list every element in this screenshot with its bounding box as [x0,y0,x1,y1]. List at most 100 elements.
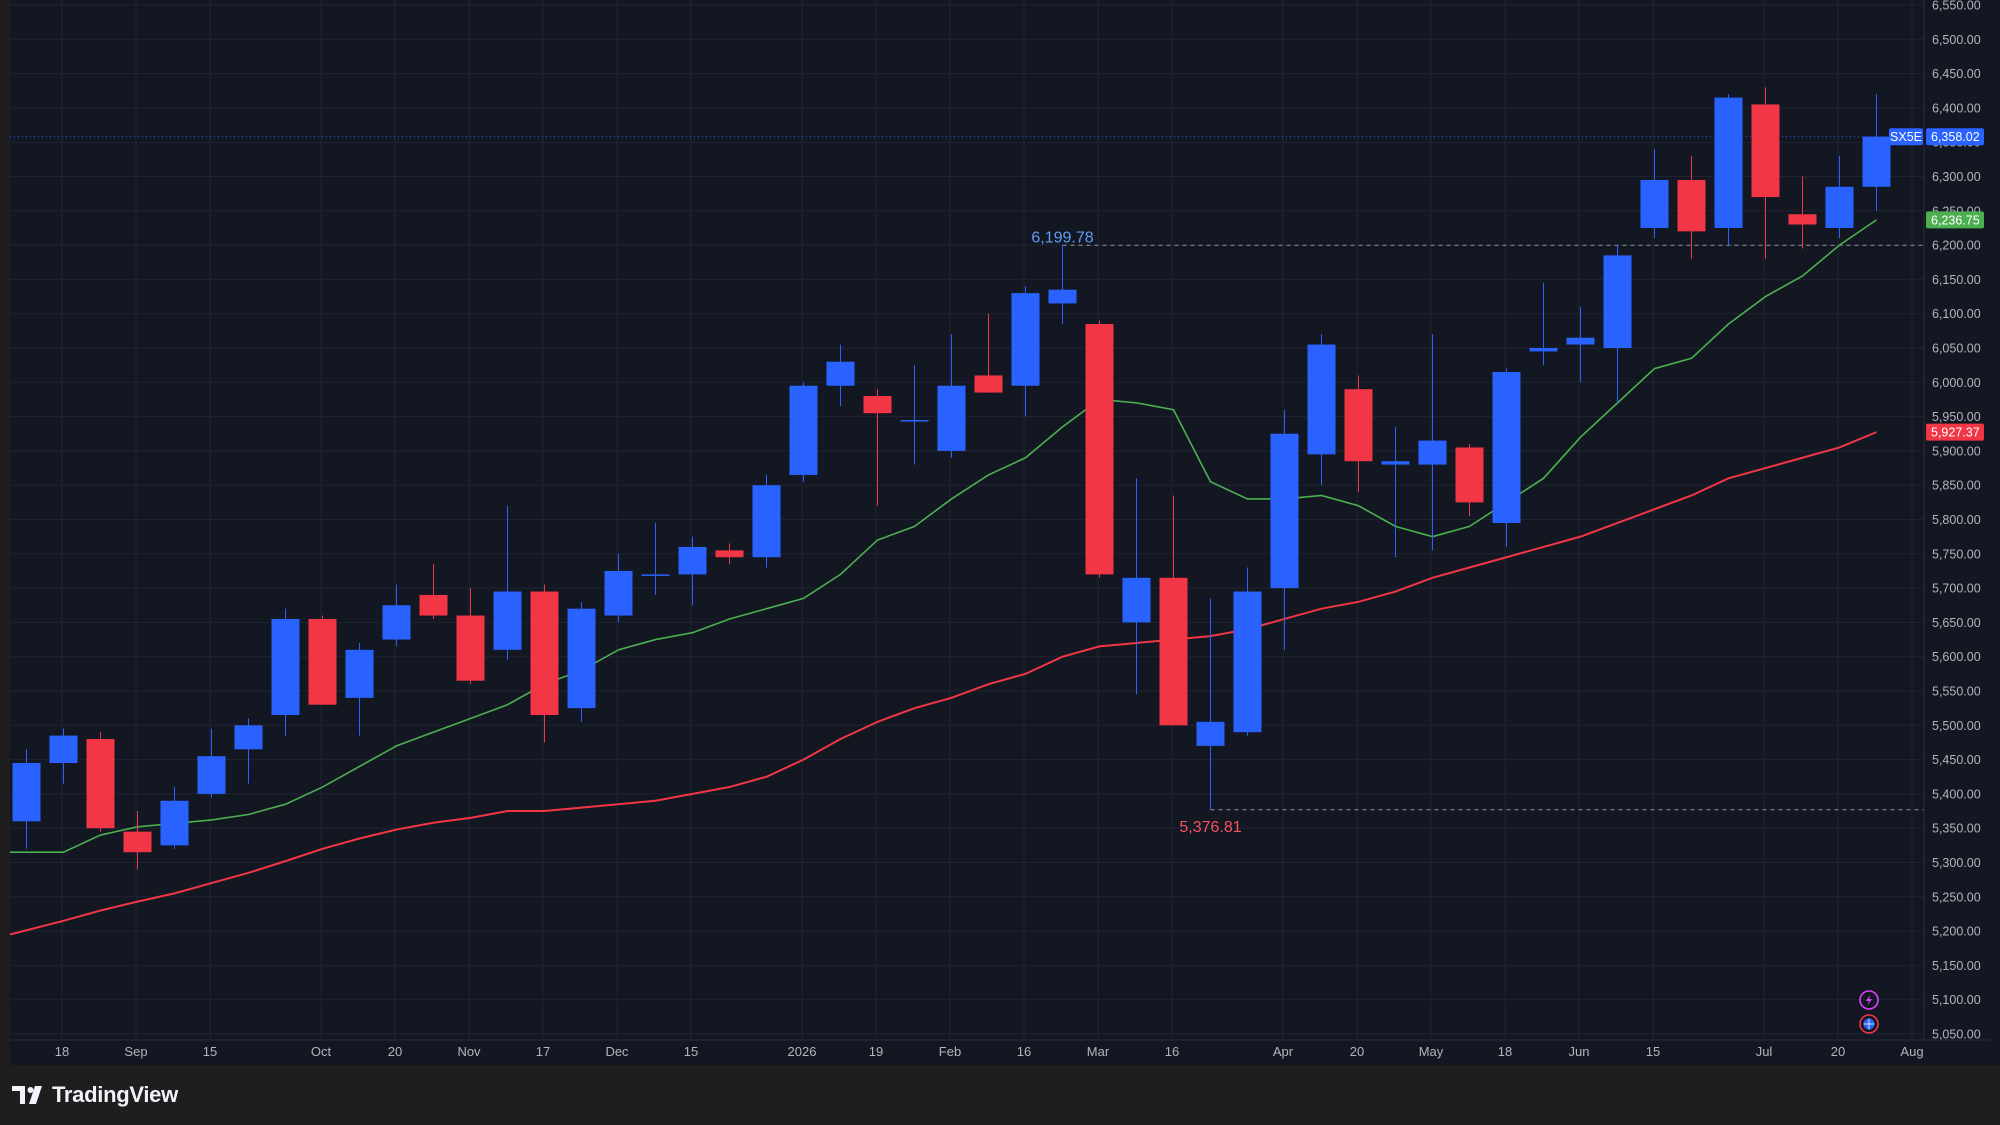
candle-body [1492,372,1521,523]
tradingview-logo[interactable]: TradingView [12,1082,178,1108]
candle-body [1085,323,1114,575]
price-tag-box [1926,128,1984,146]
candle [123,811,152,870]
candle-body [1714,97,1743,228]
price-tick-label: 5,550.00 [1932,685,1981,699]
time-tick-label: Apr [1273,1044,1294,1059]
candle [308,615,337,705]
candle-body [974,375,1003,393]
candle-body [382,605,411,640]
globe-icon[interactable] [1859,1014,1879,1034]
candle [530,584,559,743]
candle [1714,94,1743,246]
candle [271,608,300,736]
candle [1233,567,1262,736]
high-low-labels: 6,199.78 5,376.81 [1031,229,1241,836]
lightning-icon[interactable] [1859,990,1879,1010]
candle-body [604,570,633,616]
footer-bar [0,1065,2000,1125]
candle [86,732,115,832]
candle-body [1344,389,1373,462]
candle [641,522,670,595]
candle-body [1122,577,1151,623]
time-tick-label: 16 [1017,1044,1031,1059]
price-tick-label: 5,050.00 [1932,1028,1981,1042]
time-tick-label: Jun [1569,1044,1590,1059]
time-tick-label: Mar [1087,1044,1110,1059]
candle-body [234,725,263,750]
time-tick-label: 17 [536,1044,550,1059]
price-tick-label: 5,400.00 [1932,787,1981,801]
time-tick-label: Oct [311,1044,332,1059]
candle-body [1307,344,1336,455]
price-tag: 6,358.02 SX5E [1889,128,1984,146]
price-tag-box [1926,423,1984,441]
time-tick-label: 18 [1498,1044,1512,1059]
time-tick-label: 20 [388,1044,402,1059]
candle-body [49,735,78,764]
price-tick-label: 6,050.00 [1932,342,1981,356]
candle [863,389,892,506]
candle [1751,87,1780,259]
candle-body [789,385,818,475]
plot-background [10,0,1924,1065]
candle [1640,149,1669,239]
time-tick-label: Aug [1900,1044,1923,1059]
candle-body [197,756,226,794]
candle-body [160,800,189,846]
time-tick-label: 20 [1350,1044,1364,1059]
candle-body [715,550,744,558]
price-tick-label: 5,500.00 [1932,719,1981,733]
price-tags: 6,358.02 SX5E 6,236.75 5,927.37 [1889,128,1984,441]
candle [1603,245,1632,403]
time-tick-label: 20 [1831,1044,1845,1059]
low-price-label: 5,376.81 [1179,819,1241,836]
high-low-lines [1062,244,1924,811]
price-tick-label: 5,600.00 [1932,650,1981,664]
candle-body [1159,577,1188,726]
grid-lines [10,0,1924,1040]
price-axis-background[interactable] [1924,0,2000,1065]
price-tick-label: 5,850.00 [1932,479,1981,493]
candle-body [1751,104,1780,198]
candle-body [641,574,670,576]
candle [197,728,226,798]
candle-body [567,608,596,709]
time-tick-label: Jul [1756,1044,1773,1059]
price-tick-label: 5,300.00 [1932,856,1981,870]
candle [1825,155,1854,239]
time-tick-label: 15 [684,1044,698,1059]
candle [12,749,41,849]
candle [826,344,855,407]
candle [752,474,781,568]
price-tick-label: 5,200.00 [1932,925,1981,939]
price-tag: 5,927.37 [1926,423,1984,441]
candle [382,584,411,647]
candle-body [12,763,41,822]
price-chart[interactable]: 6,199.78 5,376.81 6,550.00 6,500.00 6,450.0… [0,0,2000,1065]
candle-body [1825,186,1854,228]
candle-body [1233,591,1262,733]
candle-body [271,618,300,716]
candle [1566,306,1595,383]
candle-body [456,615,485,681]
price-tick-label: 6,200.00 [1932,239,1981,253]
candle [1196,598,1225,810]
candle-body [1529,348,1558,352]
price-tick-label: 6,000.00 [1932,376,1981,390]
candle-body [1196,721,1225,746]
candle-body [1640,179,1669,228]
candle-body [826,361,855,386]
time-tick-label: 18 [55,1044,69,1059]
candle [456,588,485,685]
time-tick-label: Dec [605,1044,629,1059]
candle [1159,495,1188,726]
price-tick-label: 5,250.00 [1932,890,1981,904]
candle [1344,375,1373,493]
candle [1677,155,1706,259]
candle-body [1011,293,1040,386]
candle [1381,426,1410,558]
price-tick-label: 6,500.00 [1932,33,1981,47]
price-tag: 6,236.75 [1926,211,1984,229]
